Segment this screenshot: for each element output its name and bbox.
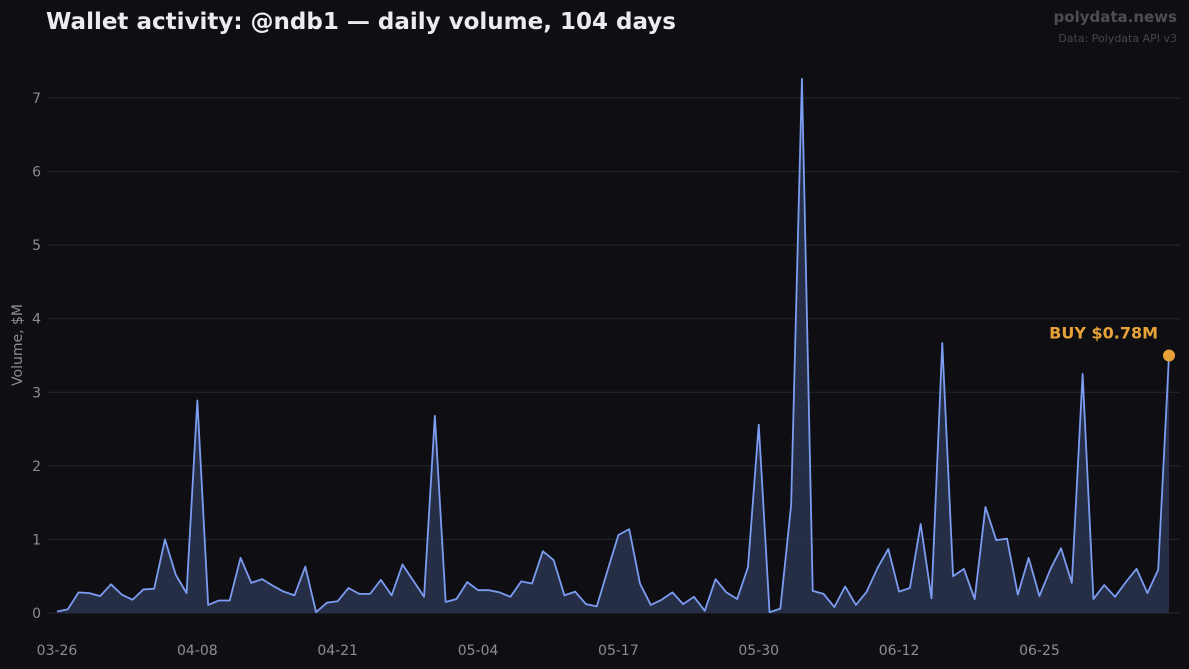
- y-tick-label: 5: [32, 238, 41, 254]
- x-axis-ticks: 03-26 04-08 04-21 05-04 05-17 05-30 06-12 06-25: [37, 643, 1060, 659]
- y-tick-label: 1: [32, 532, 41, 548]
- x-tick-label: 04-08: [177, 643, 218, 659]
- x-tick-label: 05-30: [738, 643, 779, 659]
- y-tick-label: 4: [32, 312, 41, 328]
- y-tick-label: 6: [32, 165, 41, 181]
- x-tick-label: 06-25: [1019, 643, 1060, 659]
- y-axis-ticks: 0 1 2 3 4 5 6 7: [32, 91, 41, 622]
- data-source-note: Data: Polydata API v3: [1058, 32, 1177, 45]
- buy-marker[interactable]: [1163, 349, 1175, 362]
- volume-area-fill: [57, 78, 1169, 614]
- y-tick-label: 2: [32, 459, 41, 475]
- chart-title: Wallet activity: @ndb1 — daily volume, 1…: [46, 9, 676, 35]
- x-tick-label: 03-26: [37, 643, 78, 659]
- brand-logo-text: polydata.news: [1053, 8, 1177, 26]
- grid-lines: [47, 97, 1180, 614]
- x-tick-label: 05-17: [598, 643, 639, 659]
- y-tick-label: 3: [32, 385, 41, 401]
- x-tick-label: 05-04: [458, 643, 499, 659]
- x-tick-label: 04-21: [317, 643, 358, 659]
- y-tick-label: 7: [32, 91, 41, 107]
- y-axis-label: Volume, $M: [10, 304, 26, 386]
- buy-annotation-label: BUY $0.78M: [1049, 324, 1158, 343]
- x-tick-label: 06-12: [879, 643, 920, 659]
- y-tick-label: 0: [32, 606, 41, 622]
- volume-series-line: [56, 77, 1170, 614]
